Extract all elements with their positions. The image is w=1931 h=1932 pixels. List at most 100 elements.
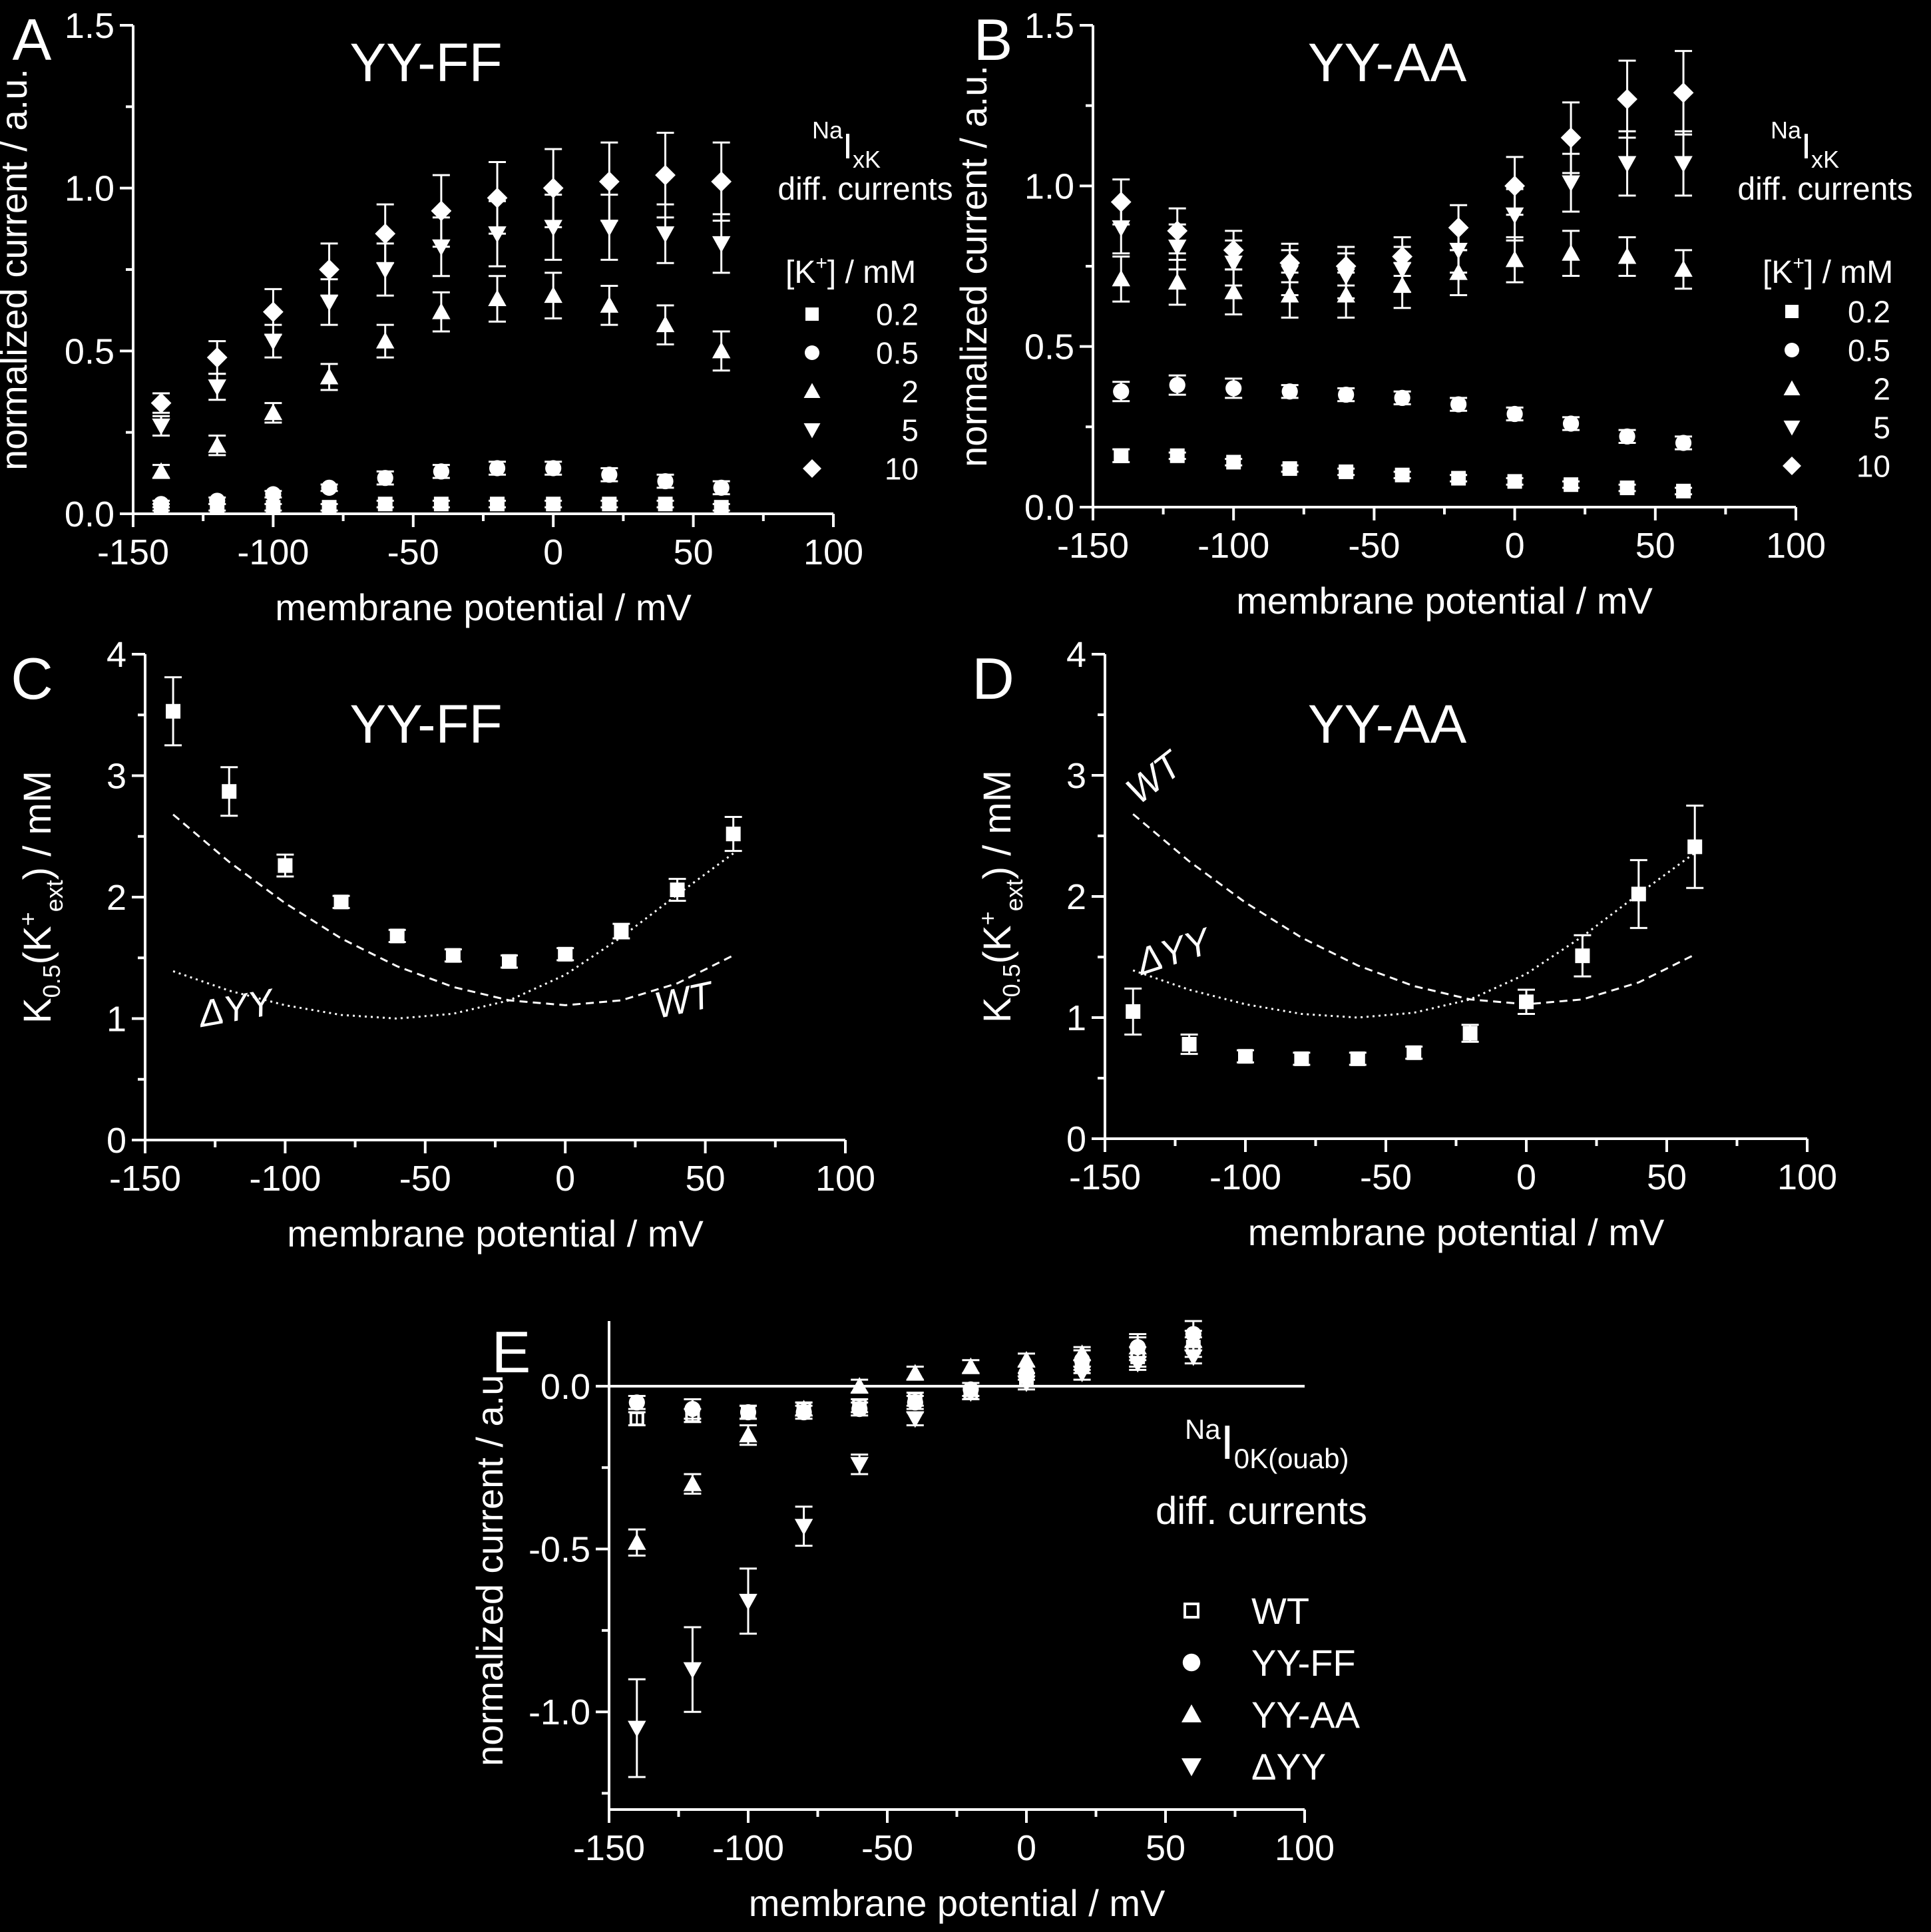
data-point <box>1560 127 1582 148</box>
x-tick-label: 50 <box>686 1159 726 1199</box>
data-point <box>961 1357 980 1374</box>
data-point <box>1350 1051 1365 1066</box>
data-point <box>614 924 629 939</box>
x-tick-label: -150 <box>109 1159 181 1199</box>
data-point <box>1617 89 1637 110</box>
data-point <box>1675 435 1692 451</box>
panel-b: -150 -100 -50 0 50 100 0.0 0.5 1.0 1.5 membrane po… <box>953 6 1913 622</box>
data-point <box>1225 380 1242 397</box>
data-point <box>714 500 729 515</box>
data-point <box>655 164 676 186</box>
data-point <box>851 1401 868 1418</box>
data-point <box>209 492 226 509</box>
legend-heading: NaIxK <box>812 116 881 173</box>
data-point <box>319 259 339 280</box>
legend-marker <box>1785 343 1799 357</box>
legend-entry-label: 5 <box>901 413 919 448</box>
data-point <box>600 220 619 237</box>
legend-marker <box>1183 1603 1199 1619</box>
panel-d: -150 -100 -50 0 50 100 0 1 2 3 4 membrane potential… <box>972 635 1837 1253</box>
x-tick-label: 0 <box>543 532 563 572</box>
data-point <box>1335 256 1357 277</box>
data-point <box>1617 156 1637 173</box>
x-tick-label: -50 <box>1360 1157 1412 1197</box>
legend-entry-label: 0.5 <box>876 336 919 371</box>
series-1 <box>1112 374 1693 451</box>
legend-marker <box>1783 457 1801 475</box>
data-point <box>1504 175 1525 196</box>
series-0 <box>1124 805 1704 1066</box>
legend-subheading: diff. currents <box>1737 172 1912 207</box>
data-point <box>628 1533 646 1550</box>
x-tick-label: 100 <box>803 532 863 572</box>
legend-entry-label: 10 <box>1856 449 1890 484</box>
data-point <box>1339 464 1354 479</box>
data-point <box>1507 474 1522 489</box>
data-point <box>1128 1338 1147 1355</box>
data-point <box>628 1394 645 1411</box>
x-tick-label: -100 <box>1209 1157 1281 1197</box>
data-point <box>1505 250 1524 268</box>
legend-entry-label: 2 <box>901 375 919 409</box>
x-tick-label: -100 <box>237 532 309 572</box>
data-point <box>1506 405 1523 423</box>
data-point <box>558 946 573 962</box>
y-tick-label: 0.0 <box>540 1367 590 1407</box>
data-point <box>1395 467 1410 483</box>
y-tick-label: 0.5 <box>1024 327 1074 367</box>
data-point <box>432 302 451 319</box>
data-point <box>1072 1366 1092 1383</box>
data-point <box>542 178 564 199</box>
y-tick-label: 3 <box>107 757 126 797</box>
data-point <box>263 301 284 323</box>
panel-a: -150 -100 -50 0 50 100 0.0 0.5 1.0 1.5 membrane po… <box>0 6 953 628</box>
data-point <box>1114 448 1129 463</box>
series-0 <box>164 676 742 969</box>
legend-marker <box>803 383 821 398</box>
legend-marker <box>1783 380 1801 395</box>
panel-label: D <box>972 646 1014 711</box>
data-point <box>1575 948 1590 964</box>
data-point <box>1451 471 1466 486</box>
x-tick-label: -50 <box>387 532 439 572</box>
legend-marker <box>1182 1653 1201 1672</box>
y-tick-label: 2 <box>107 878 126 918</box>
legend-marker <box>803 423 821 439</box>
legend-marker <box>1181 1704 1201 1722</box>
legend-marker <box>805 307 819 321</box>
data-point <box>1674 156 1693 173</box>
data-point <box>1223 240 1244 261</box>
data-point <box>208 436 226 453</box>
y-axis-label: normalized current / a.u. <box>469 1364 511 1766</box>
legend-heading: NaI0K(ouab) <box>1185 1414 1349 1474</box>
data-point <box>502 954 517 969</box>
data-point <box>683 1474 702 1491</box>
wt-fit-curve <box>1132 813 1695 1006</box>
x-tick-label: 50 <box>1146 1828 1185 1868</box>
data-point <box>278 858 293 873</box>
data-point <box>377 496 393 512</box>
data-point <box>1170 448 1185 463</box>
data-point <box>265 486 282 502</box>
data-point <box>544 286 562 303</box>
data-point <box>629 1411 644 1426</box>
data-point <box>1338 386 1355 403</box>
y-tick-label: 1.0 <box>65 169 114 209</box>
data-point <box>1113 383 1130 400</box>
data-point <box>1279 252 1301 274</box>
panel-title: YY-AA <box>1308 33 1467 93</box>
data-point <box>321 479 337 496</box>
series-2 <box>152 272 731 479</box>
data-point <box>961 1385 980 1402</box>
x-tick-label: -50 <box>1348 526 1400 566</box>
data-point <box>794 1519 813 1536</box>
x-tick-label: -100 <box>712 1828 784 1868</box>
data-point <box>656 315 675 333</box>
data-point <box>1168 273 1187 290</box>
x-axis-label: membrane potential / mV <box>275 586 692 628</box>
legend-subheading: diff. currents <box>1156 1489 1367 1533</box>
data-point <box>375 223 396 244</box>
data-point <box>1448 217 1469 238</box>
panel-label: C <box>11 646 53 711</box>
data-point <box>152 418 170 435</box>
